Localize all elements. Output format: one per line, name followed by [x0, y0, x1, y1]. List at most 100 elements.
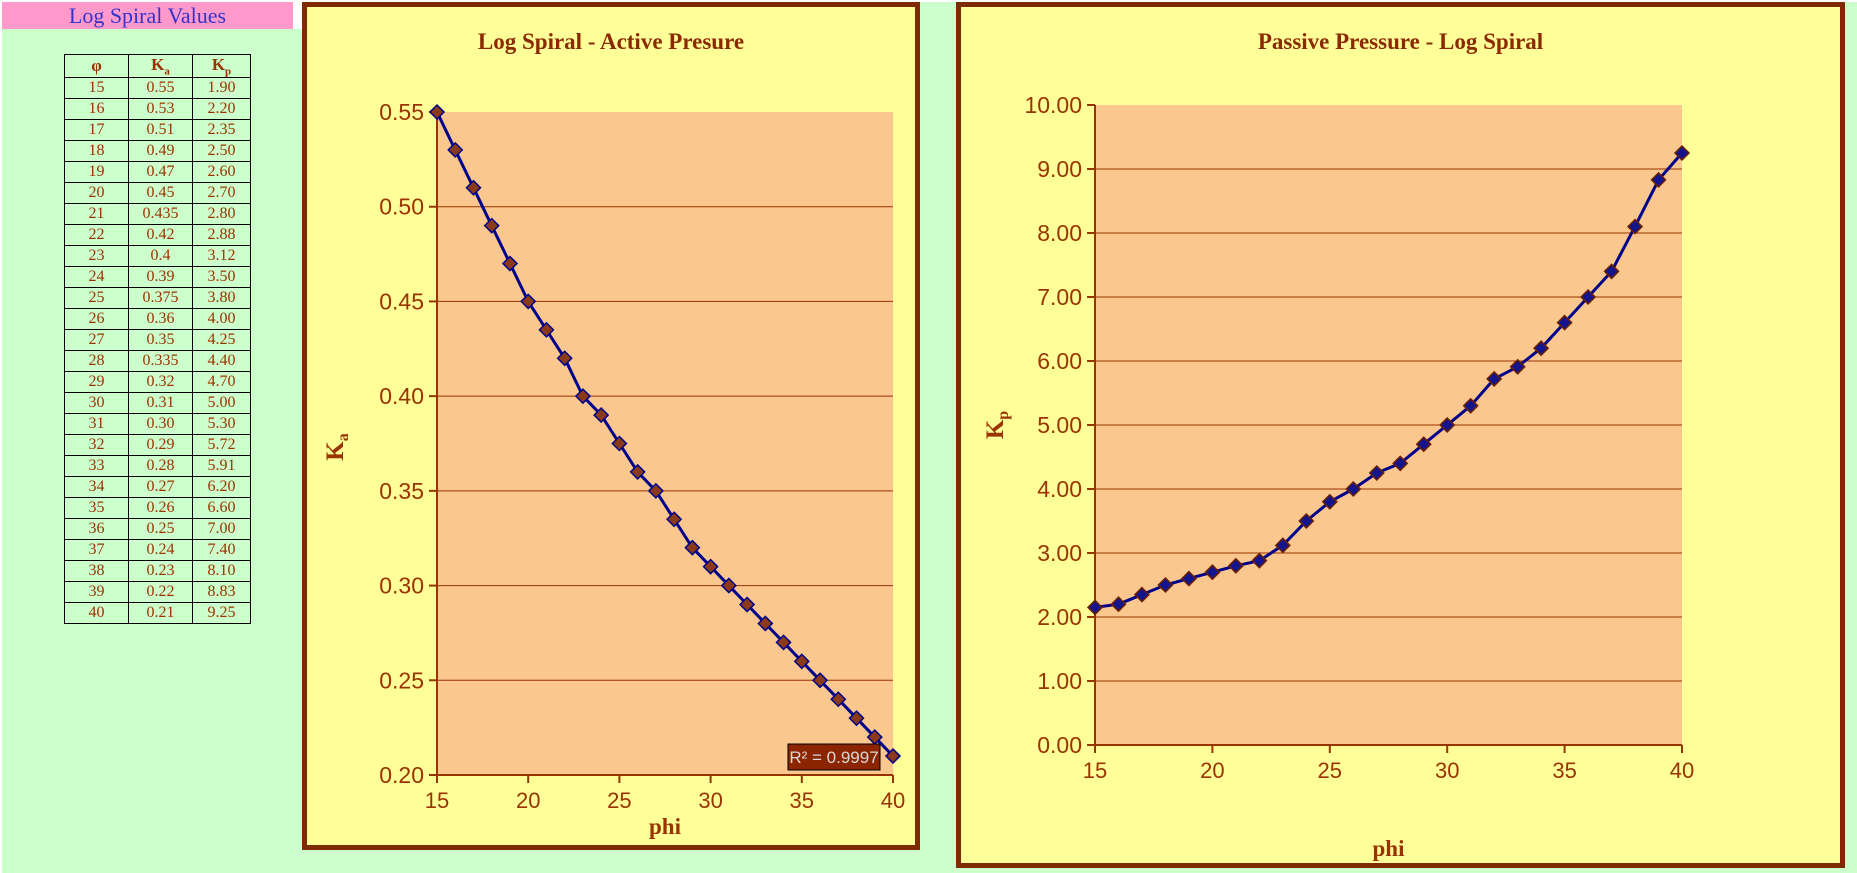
table-cell[interactable]: 0.28 [128, 455, 193, 478]
data-point-marker [1580, 288, 1597, 306]
table-cell[interactable]: 27 [64, 329, 129, 352]
table-cell[interactable]: 0.375 [128, 287, 193, 310]
table-cell[interactable]: 9.25 [192, 602, 251, 625]
table-cell[interactable]: 4.70 [192, 371, 251, 394]
table-cell[interactable]: 2.80 [192, 203, 251, 226]
page-edge-top [0, 0, 1857, 2]
table-cell[interactable]: 3.80 [192, 287, 251, 310]
table-cell[interactable]: 2.50 [192, 140, 251, 163]
data-point-marker [1462, 397, 1479, 414]
table-cell[interactable]: 22 [64, 224, 129, 247]
table-header-cell[interactable]: Kp [192, 53, 251, 79]
table-cell[interactable]: 1.90 [192, 77, 251, 100]
table-cell[interactable]: 0.29 [128, 434, 193, 457]
table-cell[interactable]: 0.35 [128, 329, 193, 352]
table-header-cell[interactable]: φ [64, 53, 129, 79]
table-cell[interactable]: 20 [64, 182, 129, 205]
table-cell[interactable]: 2.20 [192, 98, 251, 121]
table-cell[interactable]: 2.88 [192, 224, 251, 247]
active-pressure-chart[interactable]: Log Spiral - Active Presure 0.55 0.50 0.45… [302, 2, 920, 850]
table-cell[interactable]: 39 [64, 581, 129, 604]
r-squared-box[interactable] [787, 743, 881, 771]
table-cell[interactable]: 0.24 [128, 539, 193, 562]
table-cell[interactable]: 0.55 [128, 77, 193, 100]
table-cell[interactable]: 0.42 [128, 224, 193, 247]
table-cell[interactable]: 0.31 [128, 392, 193, 415]
table-cell[interactable]: 21 [64, 203, 129, 226]
table-cell[interactable]: 6.20 [192, 476, 251, 499]
table-cell[interactable]: 36 [64, 518, 129, 541]
table-cell[interactable]: 2.35 [192, 119, 251, 142]
table-cell[interactable]: 28 [64, 350, 129, 373]
table-cell[interactable]: 0.4 [128, 245, 193, 268]
table-cell[interactable]: 5.30 [192, 413, 251, 436]
table-cell[interactable]: 29 [64, 371, 129, 394]
table-cell[interactable]: 7.40 [192, 539, 251, 562]
table-cell[interactable]: 31 [64, 413, 129, 436]
data-point-marker [447, 141, 464, 158]
table-cell[interactable]: 16 [64, 98, 129, 121]
y-axis-tick-label: 7.00 [1037, 284, 1082, 310]
x-axis-tick-label: 40 [1670, 758, 1694, 783]
passive-pressure-chart[interactable]: Passive Pressure - Log Spiral 10.00 9.00 8… [956, 2, 1845, 868]
table-cell[interactable]: 30 [64, 392, 129, 415]
table-cell[interactable]: 0.39 [128, 266, 193, 289]
table-cell[interactable]: 6.60 [192, 497, 251, 520]
table-cell[interactable]: 2.60 [192, 161, 251, 184]
table-cell[interactable]: 5.00 [192, 392, 251, 415]
table-cell[interactable]: 0.47 [128, 161, 193, 184]
data-point-marker [556, 350, 573, 367]
values-panel-title[interactable]: Log Spiral Values [2, 2, 293, 29]
table-cell[interactable]: 4.40 [192, 350, 251, 373]
table-cell[interactable]: 0.335 [128, 350, 193, 373]
table-cell[interactable]: 0.30 [128, 413, 193, 436]
table-cell[interactable]: 34 [64, 476, 129, 499]
table-cell[interactable]: 38 [64, 560, 129, 583]
table-row: 34 0.27 6.20 [64, 476, 251, 499]
active-chart-title: Log Spiral - Active Presure [477, 29, 745, 54]
table-cell[interactable]: 37 [64, 539, 129, 562]
table-header-cell[interactable]: Ka [128, 53, 193, 79]
table-cell[interactable]: 0.49 [128, 140, 193, 163]
table-cell[interactable]: 0.51 [128, 119, 193, 142]
table-cell[interactable]: 5.72 [192, 434, 251, 457]
table-cell[interactable]: 33 [64, 455, 129, 478]
table-cell[interactable]: 18 [64, 140, 129, 163]
table-cell[interactable]: 4.00 [192, 308, 251, 331]
table-cell[interactable]: 0.25 [128, 518, 193, 541]
table-cell[interactable]: 0.36 [128, 308, 193, 331]
table-cell[interactable]: 8.10 [192, 560, 251, 583]
table-cell[interactable]: 2.70 [192, 182, 251, 205]
data-point-marker [611, 435, 628, 452]
table-cell[interactable]: 17 [64, 119, 129, 142]
table-cell[interactable]: 0.435 [128, 203, 193, 226]
table-cell[interactable]: 7.00 [192, 518, 251, 541]
table-cell[interactable]: 24 [64, 266, 129, 289]
table-cell[interactable]: 25 [64, 287, 129, 310]
table-cell[interactable]: 0.22 [128, 581, 193, 604]
table-cell[interactable]: 3.50 [192, 266, 251, 289]
table-cell[interactable]: 26 [64, 308, 129, 331]
table-cell[interactable]: 0.21 [128, 602, 193, 625]
table-cell[interactable]: 32 [64, 434, 129, 457]
table-cell[interactable]: 0.45 [128, 182, 193, 205]
table-cell[interactable]: 8.83 [192, 581, 251, 604]
table-cell[interactable]: 0.32 [128, 371, 193, 394]
table-cell[interactable]: 0.27 [128, 476, 193, 499]
passive-chart-canvas[interactable]: 10.00 9.00 8.00 7.00 6.00 5.00 4.00 3.00 2.00 1.0… [961, 7, 1840, 863]
table-cell[interactable]: 3.12 [192, 245, 251, 268]
table-cell[interactable]: 15 [64, 77, 129, 100]
y-axis-tick-label: 9.00 [1037, 156, 1082, 182]
data-point-marker [793, 653, 810, 670]
table-cell[interactable]: 0.53 [128, 98, 193, 121]
table-cell[interactable]: 23 [64, 245, 129, 268]
data-point-marker [666, 511, 683, 528]
table-cell[interactable]: 40 [64, 602, 129, 625]
table-cell[interactable]: 0.23 [128, 560, 193, 583]
table-cell[interactable]: 4.25 [192, 329, 251, 352]
table-cell[interactable]: 5.91 [192, 455, 251, 478]
table-cell[interactable]: 0.26 [128, 497, 193, 520]
table-cell[interactable]: 19 [64, 161, 129, 184]
table-cell[interactable]: 35 [64, 497, 129, 520]
